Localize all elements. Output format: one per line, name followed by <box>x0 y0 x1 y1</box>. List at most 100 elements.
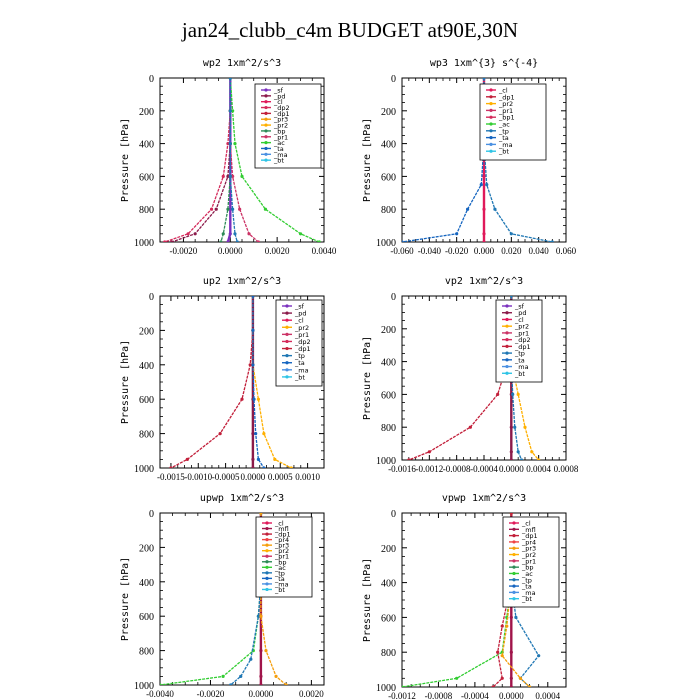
y-tick-label: 1000 <box>134 464 154 475</box>
x-tick-label: 0.0004 <box>535 691 560 700</box>
legend-label: _pr2 <box>294 324 309 332</box>
panel-6: vpwp 1xm^2/s^3 Pressure [hPa] 0 200 400 600 80… <box>362 493 567 700</box>
legend-marker <box>285 361 289 365</box>
x-tick-label: -0.0012 <box>388 691 416 700</box>
legend-label: _pr1 <box>514 329 529 337</box>
legend-marker <box>265 565 269 569</box>
series-point <box>186 232 190 236</box>
legend-label: _pr3 <box>273 116 288 124</box>
legend-label: _cl <box>274 520 284 528</box>
legend-label: _bt <box>498 148 509 156</box>
series-point <box>219 240 223 242</box>
legend-marker <box>264 88 268 92</box>
legend-label: _dp1 <box>521 532 538 540</box>
series-line-ta <box>252 296 265 468</box>
y-tick-label: 400 <box>381 358 396 369</box>
x-tick-label: 0.060 <box>556 246 577 256</box>
series-point <box>262 432 266 436</box>
legend-label: _ma <box>521 589 536 597</box>
legend-marker <box>512 571 516 576</box>
legend-label: _dp2 <box>273 104 290 112</box>
x-tick-label: -0.0015 <box>157 472 185 482</box>
y-axis-label: Pressure [hPa] <box>120 340 131 424</box>
series-point <box>264 649 268 653</box>
series-point <box>493 207 497 211</box>
series-point <box>455 676 459 680</box>
legend-label: _pr1 <box>294 331 309 339</box>
legend-box <box>495 299 543 383</box>
legend-marker <box>265 582 269 586</box>
panel-4: vp2 1xm^2/s^3 Pressure [hPa] 0 200 400 600 800… <box>362 276 579 474</box>
y-tick-label: 0 <box>391 292 396 303</box>
series-point <box>228 174 232 178</box>
series-point <box>537 654 541 658</box>
legend-label: _cl <box>498 87 508 95</box>
legend-marker <box>512 540 516 544</box>
legend-label: _ma <box>273 151 288 159</box>
y-tick-label: 800 <box>139 430 154 441</box>
series-line-dp2 <box>164 78 231 242</box>
x-tick-label: 0.0020 <box>265 246 290 256</box>
x-tick-label: 0.0000 <box>249 689 274 699</box>
legend-marker <box>489 95 493 99</box>
series-point <box>466 207 470 211</box>
legend-label: _dp1 <box>274 531 291 539</box>
series-point <box>273 457 277 461</box>
legend-box <box>275 299 323 387</box>
panel-3: up2 1xm^2/s^3 Pressure [hPa] 0 200 400 600 800… <box>120 276 325 482</box>
x-tick-label: 0.0000 <box>241 472 266 482</box>
figure-title: jan24_clubb_c4m BUDGET at90E,30N <box>181 18 519 42</box>
y-tick-label: 800 <box>381 423 396 434</box>
legend-marker <box>505 338 509 342</box>
legend-label: _sf <box>514 303 525 311</box>
series-point <box>509 425 513 429</box>
series-point <box>209 207 214 211</box>
x-tick-label: -0.0008 <box>443 464 471 474</box>
series-point <box>259 649 263 653</box>
y-axis-label: Pressure [hPa] <box>120 557 131 641</box>
panel-2: wp3 1xm^{3} s^{-4} Pressure [hPa] 0 200 400 6… <box>362 58 577 256</box>
x-tick-label: 0.0000 <box>499 464 524 474</box>
series-line-dp1 <box>170 296 254 468</box>
series-point <box>256 614 260 618</box>
legend-marker <box>265 554 269 558</box>
legend-label: _tp <box>294 352 305 360</box>
legend-marker <box>264 123 268 127</box>
series-point <box>256 397 260 401</box>
series-point <box>259 683 263 685</box>
legend-label: _tp <box>498 127 509 135</box>
series-point <box>231 174 235 178</box>
legend-label: _mfl <box>274 525 289 533</box>
series-point <box>214 207 218 211</box>
legend-marker <box>264 141 268 145</box>
series-point <box>537 458 541 460</box>
series-point <box>509 615 513 620</box>
legend-label: _tp <box>521 576 532 584</box>
y-axis-label: Pressure [hPa] <box>362 558 373 642</box>
series-point <box>239 674 243 679</box>
series-point <box>251 457 255 461</box>
series-line-pd <box>171 78 231 242</box>
legend-label: _dp2 <box>294 338 311 346</box>
y-axis-label: Pressure [hPa] <box>362 118 373 202</box>
x-tick-label: -0.0010 <box>184 472 212 482</box>
series-point <box>226 174 230 178</box>
legend-label: _ac <box>521 570 533 578</box>
y-tick-label: 800 <box>139 647 154 658</box>
y-axis-label: Pressure [hPa] <box>120 118 131 202</box>
legend-marker <box>505 324 509 328</box>
series-point <box>160 683 162 685</box>
panel-title: upwp 1xm^2/s^3 <box>200 493 284 504</box>
legend-label: _pr1 <box>274 553 289 561</box>
series-point <box>218 432 222 436</box>
legend-marker <box>505 311 509 315</box>
x-tick-label: -0.0004 <box>461 691 489 700</box>
legend-label: _ma <box>514 363 529 371</box>
legend-marker <box>264 152 268 156</box>
series-group <box>169 296 293 468</box>
series-point <box>298 232 303 236</box>
series-point <box>228 109 232 113</box>
y-tick-label: 200 <box>381 544 396 555</box>
legend-marker <box>264 146 268 151</box>
